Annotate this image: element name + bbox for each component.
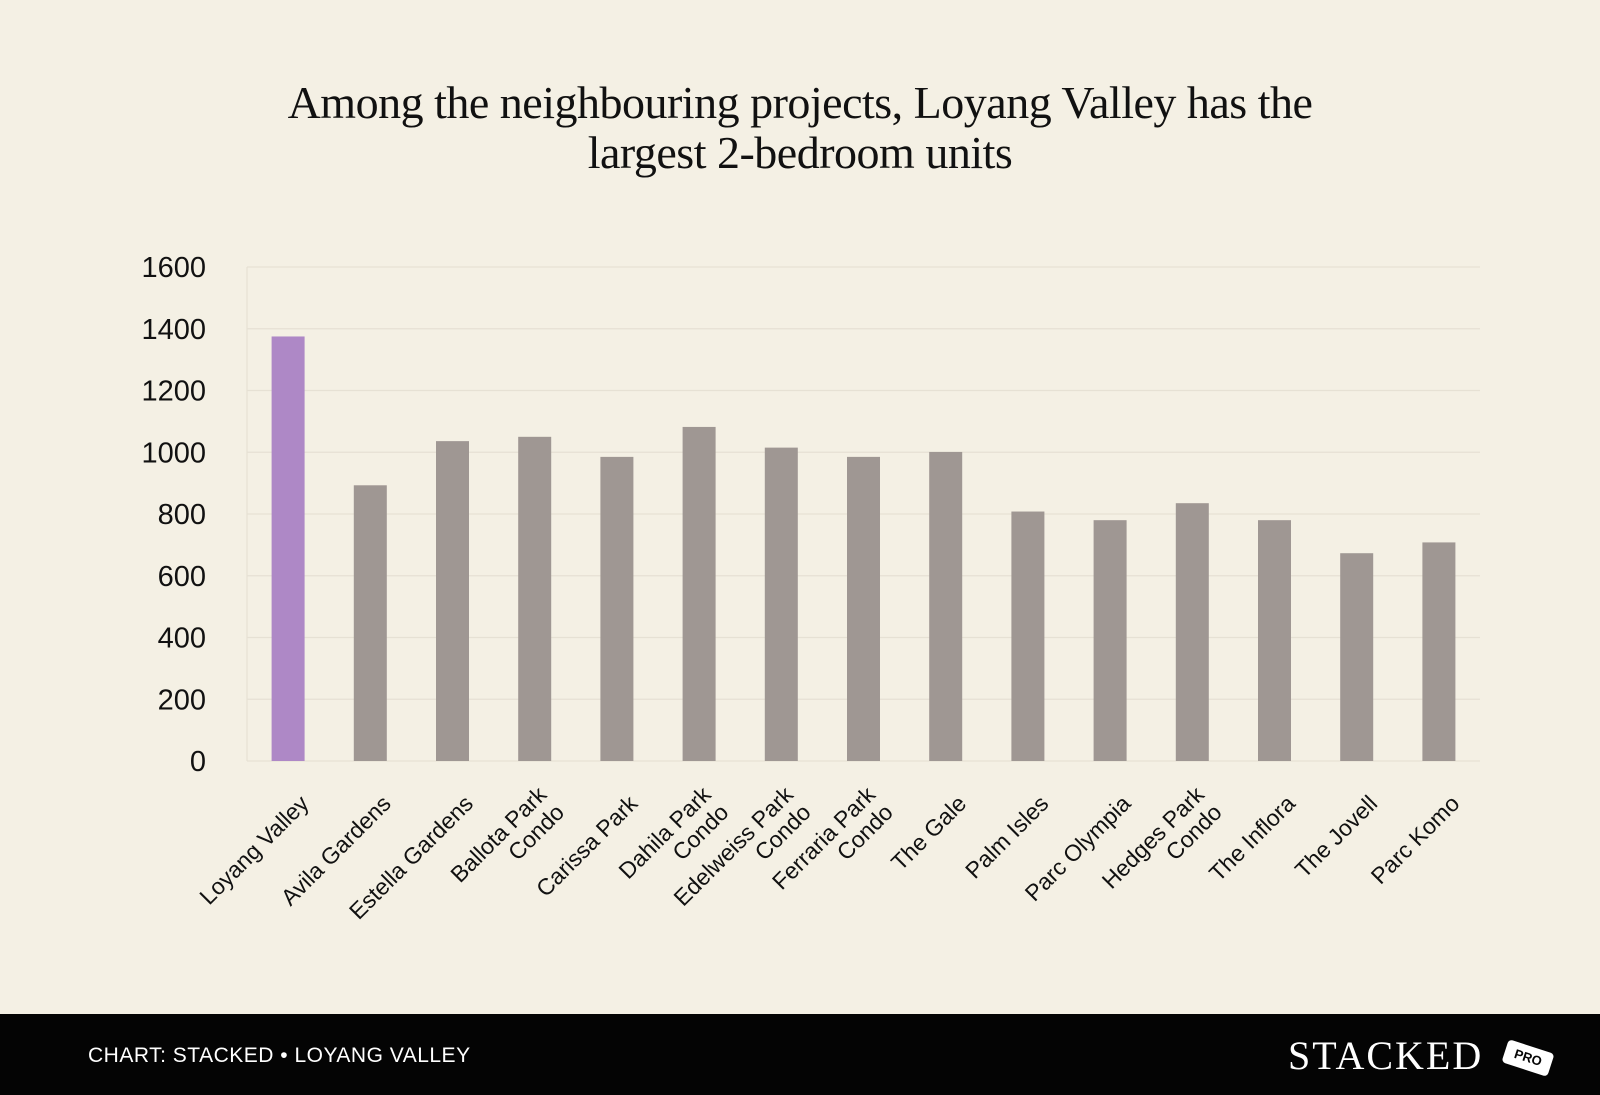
y-tick-label: 400	[158, 623, 206, 655]
bar-hedges-park-condo	[1175, 503, 1209, 761]
chart-title: Among the neighbouring projects, Loyang …	[0, 78, 1600, 178]
bar-dahila-park-condo	[682, 426, 716, 761]
y-tick-label: 1000	[141, 437, 206, 469]
chart-credit: CHART: STACKED • LOYANG VALLEY	[88, 1044, 471, 1067]
y-tick-label: 1400	[141, 314, 206, 346]
logo-wordmark: STACKED	[1288, 1033, 1484, 1078]
bar-estella-gardens	[436, 441, 469, 761]
bar-loyang-valley	[271, 336, 305, 761]
bar-edelweiss-park-condo	[764, 447, 798, 761]
bar-the-inflora	[1258, 520, 1291, 761]
bar-palm-isles	[1011, 511, 1045, 761]
x-tick-label: Parc Komo	[1366, 790, 1465, 889]
bar-ferraria-park-condo	[847, 456, 880, 761]
bar-parc-komo	[1422, 542, 1456, 761]
y-tick-label: 1200	[141, 376, 206, 408]
chart-title-line-2: largest 2-bedroom units	[587, 127, 1013, 178]
bar-the-jovell	[1340, 553, 1374, 761]
chart-title-line-1: Among the neighbouring projects, Loyang …	[287, 77, 1313, 128]
footer: CHART: STACKED • LOYANG VALLEY STACKED P…	[0, 1014, 1600, 1095]
bar-carissa-park	[600, 456, 634, 761]
y-tick-label: 200	[158, 684, 206, 716]
bars	[271, 336, 1456, 761]
x-tick-label: The Gale	[886, 790, 971, 875]
y-tick-label: 1600	[141, 252, 206, 284]
bar-the-gale	[929, 451, 963, 761]
y-tick-label: 0	[190, 746, 206, 778]
x-tick-label: The Inflora	[1204, 790, 1300, 886]
bar-chart: 0 200 400 600 800 1000 1200 1400 1600 Loyang Val…	[141, 252, 1480, 924]
y-axis-ticks: 0 200 400 600 800 1000 1200 1400 1600	[141, 252, 206, 778]
y-tick-label: 800	[158, 499, 206, 531]
y-tick-label: 600	[158, 561, 206, 593]
pro-badge: PRO	[1501, 1039, 1555, 1077]
bar-ballota-park-condo	[518, 436, 552, 761]
bar-avila-gardens	[353, 485, 387, 761]
bar-parc-olympia	[1093, 520, 1127, 761]
